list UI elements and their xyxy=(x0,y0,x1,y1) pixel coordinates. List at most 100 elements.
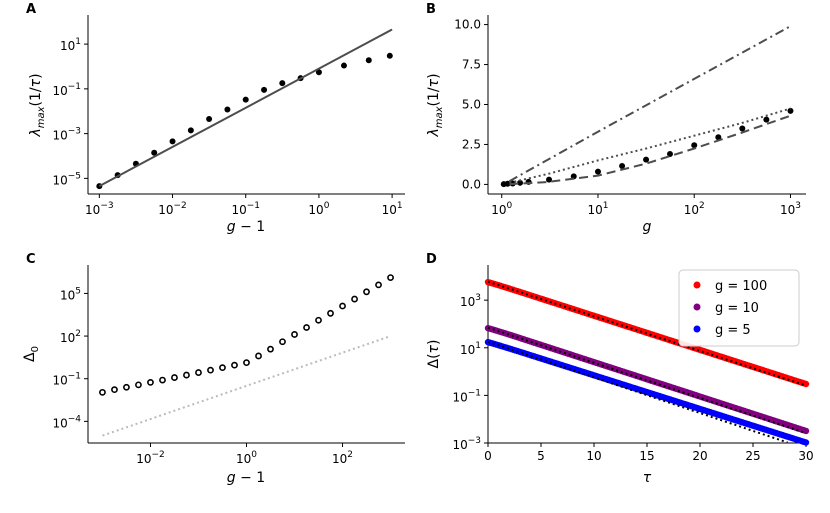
data-point xyxy=(207,366,214,374)
y-tick-label: 102 xyxy=(60,329,81,345)
legend: g = 100 g = 10 g = 5 xyxy=(678,269,800,347)
data-point xyxy=(224,106,231,113)
x-tick-label: 20 xyxy=(692,449,707,463)
data-point xyxy=(183,371,190,379)
y-tick-label: 10−3 xyxy=(452,436,481,452)
data-point xyxy=(715,134,722,141)
x-tick-label: 15 xyxy=(639,449,654,463)
y-axis-label: λmax(1/τ) xyxy=(426,73,445,137)
data-point xyxy=(375,281,382,289)
x-tick-label: 30 xyxy=(798,449,813,463)
data-point xyxy=(169,138,176,145)
y-tick-label: 101 xyxy=(60,37,81,53)
y-tick-label: 5.0 xyxy=(462,98,481,112)
data-point xyxy=(99,388,106,396)
x-axis-label: τ xyxy=(643,470,652,486)
data-point xyxy=(802,380,810,388)
y-axis-label: Δ(τ) xyxy=(426,340,442,369)
x-tick-label: 102 xyxy=(684,201,705,217)
x-tick-label: 101 xyxy=(587,201,608,217)
y-axis-label: Δ0 xyxy=(22,346,41,362)
data-point xyxy=(619,163,626,170)
data-point xyxy=(339,302,346,310)
data-point xyxy=(315,316,322,324)
data-point xyxy=(147,379,154,386)
data-point xyxy=(123,383,130,391)
data-point xyxy=(739,125,746,132)
data-point xyxy=(594,168,601,175)
data-point xyxy=(340,62,347,69)
x-tick-label: 101 xyxy=(382,201,403,217)
panel-c: C 10−2 100 102 10−4 10−1 102 105 g − 1 Δ0 xyxy=(22,252,405,486)
data-point xyxy=(363,288,370,296)
x-tick-label: 10−2 xyxy=(158,201,187,217)
y-tick-label: 101 xyxy=(460,341,481,357)
panel-label-d: D xyxy=(426,252,437,267)
data-point xyxy=(386,52,393,59)
data-point xyxy=(365,57,372,64)
x-tick-label: 0 xyxy=(484,449,492,463)
y-tick-label: 10−5 xyxy=(52,171,81,187)
y-tick-label: 10−1 xyxy=(52,372,81,388)
data-point xyxy=(187,127,194,134)
data-point xyxy=(279,338,286,346)
data-point xyxy=(351,295,358,303)
y-tick-label: 103 xyxy=(460,293,481,309)
x-tick-label: 100 xyxy=(308,201,329,217)
data-point xyxy=(787,107,794,114)
data-point xyxy=(802,439,810,446)
legend-label: g = 100 xyxy=(715,279,767,294)
data-point xyxy=(517,179,524,186)
x-tick-label: 100 xyxy=(236,450,257,466)
legend-label: g = 10 xyxy=(715,301,759,316)
data-point xyxy=(261,86,268,93)
data-point xyxy=(387,274,394,281)
x-tick-label: 10−3 xyxy=(85,201,114,217)
data-point xyxy=(255,352,262,360)
y-axis-label: λmax(1/τ) xyxy=(28,73,47,137)
theory-line xyxy=(487,280,807,387)
data-point xyxy=(691,142,698,149)
data-point xyxy=(195,369,202,376)
data-point xyxy=(643,156,650,163)
y-tick-label: 0.0 xyxy=(462,177,481,191)
y-tick-label: 10.0 xyxy=(454,18,481,32)
y-tick-label: 10−1 xyxy=(452,388,481,404)
data-point xyxy=(231,361,238,369)
data-point xyxy=(206,115,213,122)
data-point xyxy=(111,386,118,394)
panel-b: B 100 101 102 103 0.0 2.5 5.0 7.5 10.0 g λmax(1/τ) xyxy=(426,2,806,235)
y-tick-label: 10−4 xyxy=(52,414,81,430)
data-point xyxy=(135,381,142,389)
x-axis-label: g xyxy=(643,219,652,235)
x-tick-label: 10 xyxy=(586,449,601,463)
legend-marker xyxy=(693,325,701,333)
y-tick-label: 10−1 xyxy=(52,82,81,98)
y-tick-label: 105 xyxy=(60,286,81,302)
series-line-solid xyxy=(98,28,393,187)
x-axis-label: g − 1 xyxy=(227,470,265,486)
series-line-dashdot xyxy=(508,25,791,183)
legend-label: g = 5 xyxy=(715,323,751,338)
data-point xyxy=(802,427,810,435)
data-point xyxy=(267,345,274,353)
legend-marker xyxy=(693,303,701,311)
data-point xyxy=(763,116,770,123)
x-tick-label: 25 xyxy=(745,449,760,463)
y-tick-label: 2.5 xyxy=(462,137,481,151)
panel-label-a: A xyxy=(26,2,36,17)
series-line-dashed xyxy=(509,114,791,186)
y-tick-label: 7.5 xyxy=(462,58,481,72)
x-tick-label: 102 xyxy=(332,450,353,466)
theory-line xyxy=(487,326,807,435)
panel-label-c: C xyxy=(26,252,36,267)
data-point xyxy=(546,176,553,183)
x-tick-label: 5 xyxy=(537,449,545,463)
x-axis-label: g − 1 xyxy=(227,219,265,235)
panel-label-b: B xyxy=(426,2,436,17)
data-point xyxy=(171,374,178,381)
legend-marker xyxy=(693,281,701,289)
x-tick-label: 103 xyxy=(780,201,801,217)
